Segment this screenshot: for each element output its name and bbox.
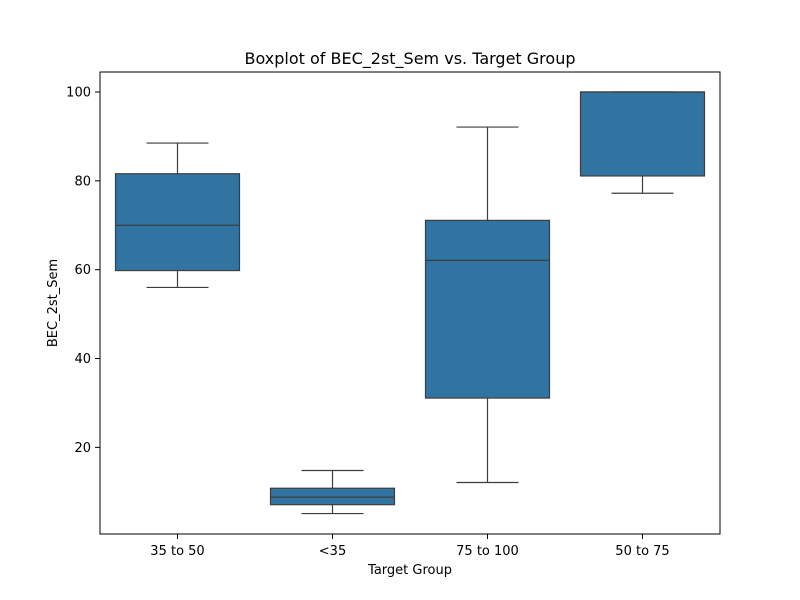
box-group [579, 91, 706, 194]
box-group [269, 469, 396, 515]
x-tick-label: 50 to 75 [615, 544, 669, 559]
y-axis: 20 40 60 80 100 [66, 85, 100, 456]
y-tick-label: 20 [74, 441, 91, 456]
y-tick-label: 40 [74, 352, 91, 367]
y-axis-label: BEC_2st_Sem [46, 259, 61, 347]
x-tick-label: 75 to 100 [456, 544, 519, 559]
y-tick-label: 100 [66, 85, 91, 100]
chart-title: Boxplot of BEC_2st_Sem vs. Target Group [245, 49, 576, 69]
y-tick-label: 80 [74, 174, 91, 189]
box-group [424, 126, 551, 484]
box [579, 91, 706, 177]
y-tick-label: 60 [74, 263, 91, 278]
plot-marks [114, 91, 706, 515]
x-tick-label: 35 to 50 [150, 544, 204, 559]
x-axis-label: Target Group [367, 563, 452, 578]
box [424, 219, 551, 399]
box-group [114, 142, 241, 289]
plot-frame [99, 71, 721, 535]
x-axis: 35 to 50 <35 75 to 100 50 to 75 [150, 534, 670, 559]
box [114, 173, 241, 272]
box [269, 487, 396, 506]
x-tick-label: <35 [319, 544, 346, 559]
